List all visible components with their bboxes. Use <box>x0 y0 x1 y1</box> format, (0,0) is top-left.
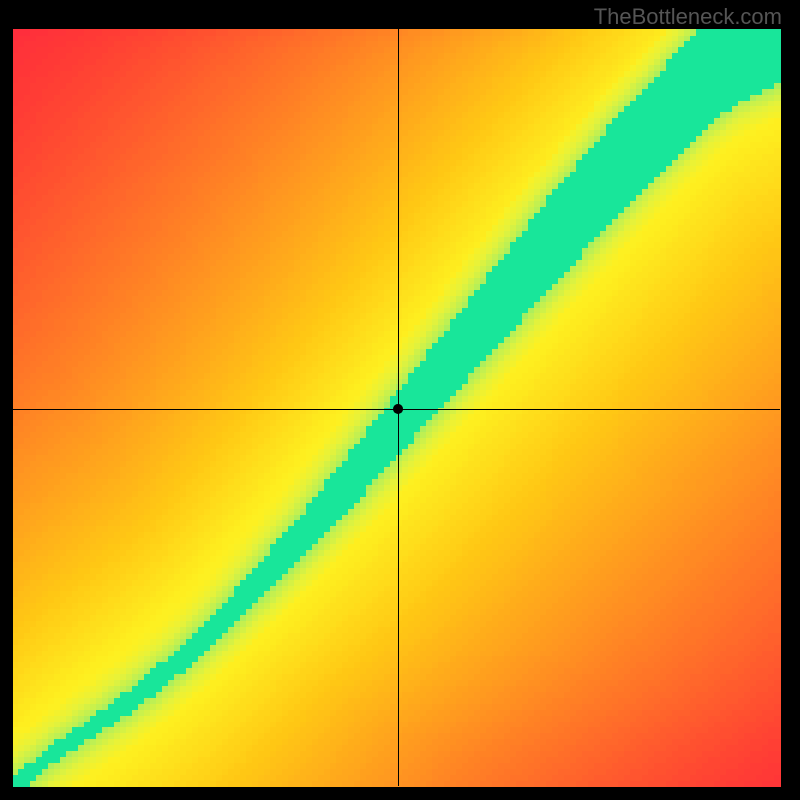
attribution-watermark: TheBottleneck.com <box>594 4 782 30</box>
bottleneck-heatmap <box>0 0 800 800</box>
chart-stage: TheBottleneck.com <box>0 0 800 800</box>
